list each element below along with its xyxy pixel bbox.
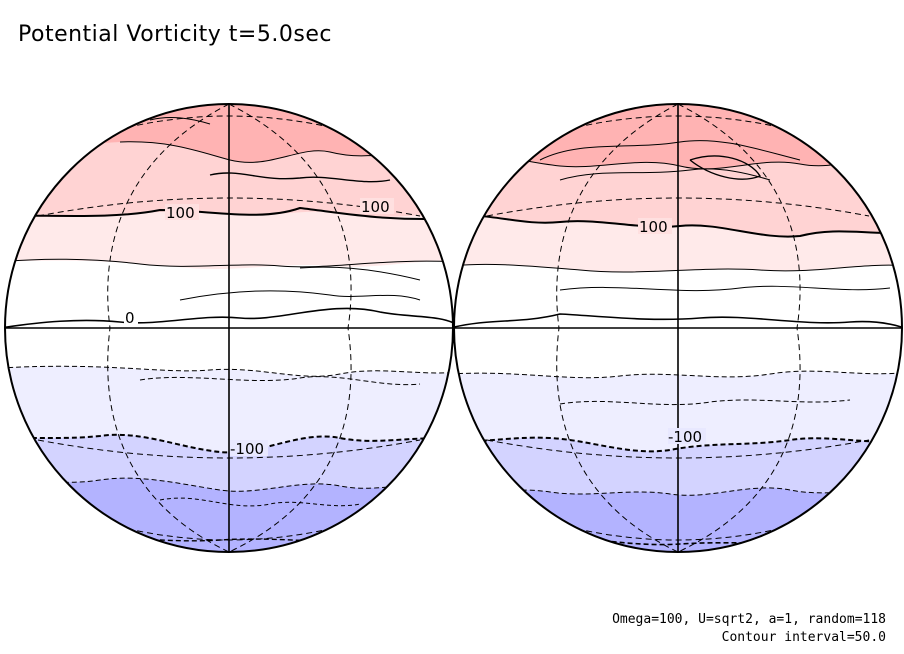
- plot-title: Potential Vorticity t=5.0sec: [18, 22, 332, 47]
- contour-label: 100: [639, 218, 668, 236]
- right-contour-labels: 100 -100: [638, 218, 706, 446]
- contour-label: 0: [125, 309, 135, 327]
- left-color-bands: [5, 104, 453, 552]
- right-axes: [453, 103, 903, 553]
- contour-interval-info: Contour interval=50.0: [721, 630, 886, 645]
- parameter-info: Omega=100, U=sqrt2, a=1, random=118: [612, 612, 886, 627]
- left-hemisphere-globe: 100 100 0 -100: [4, 103, 454, 553]
- contour-label: 100: [166, 204, 195, 222]
- contour-label: 100: [361, 198, 390, 216]
- right-hemisphere-globe: 100 -100: [453, 103, 903, 553]
- left-contour-labels: 100 100 0 -100: [124, 198, 394, 458]
- contour-label: -100: [230, 440, 264, 458]
- contour-label: -100: [668, 428, 702, 446]
